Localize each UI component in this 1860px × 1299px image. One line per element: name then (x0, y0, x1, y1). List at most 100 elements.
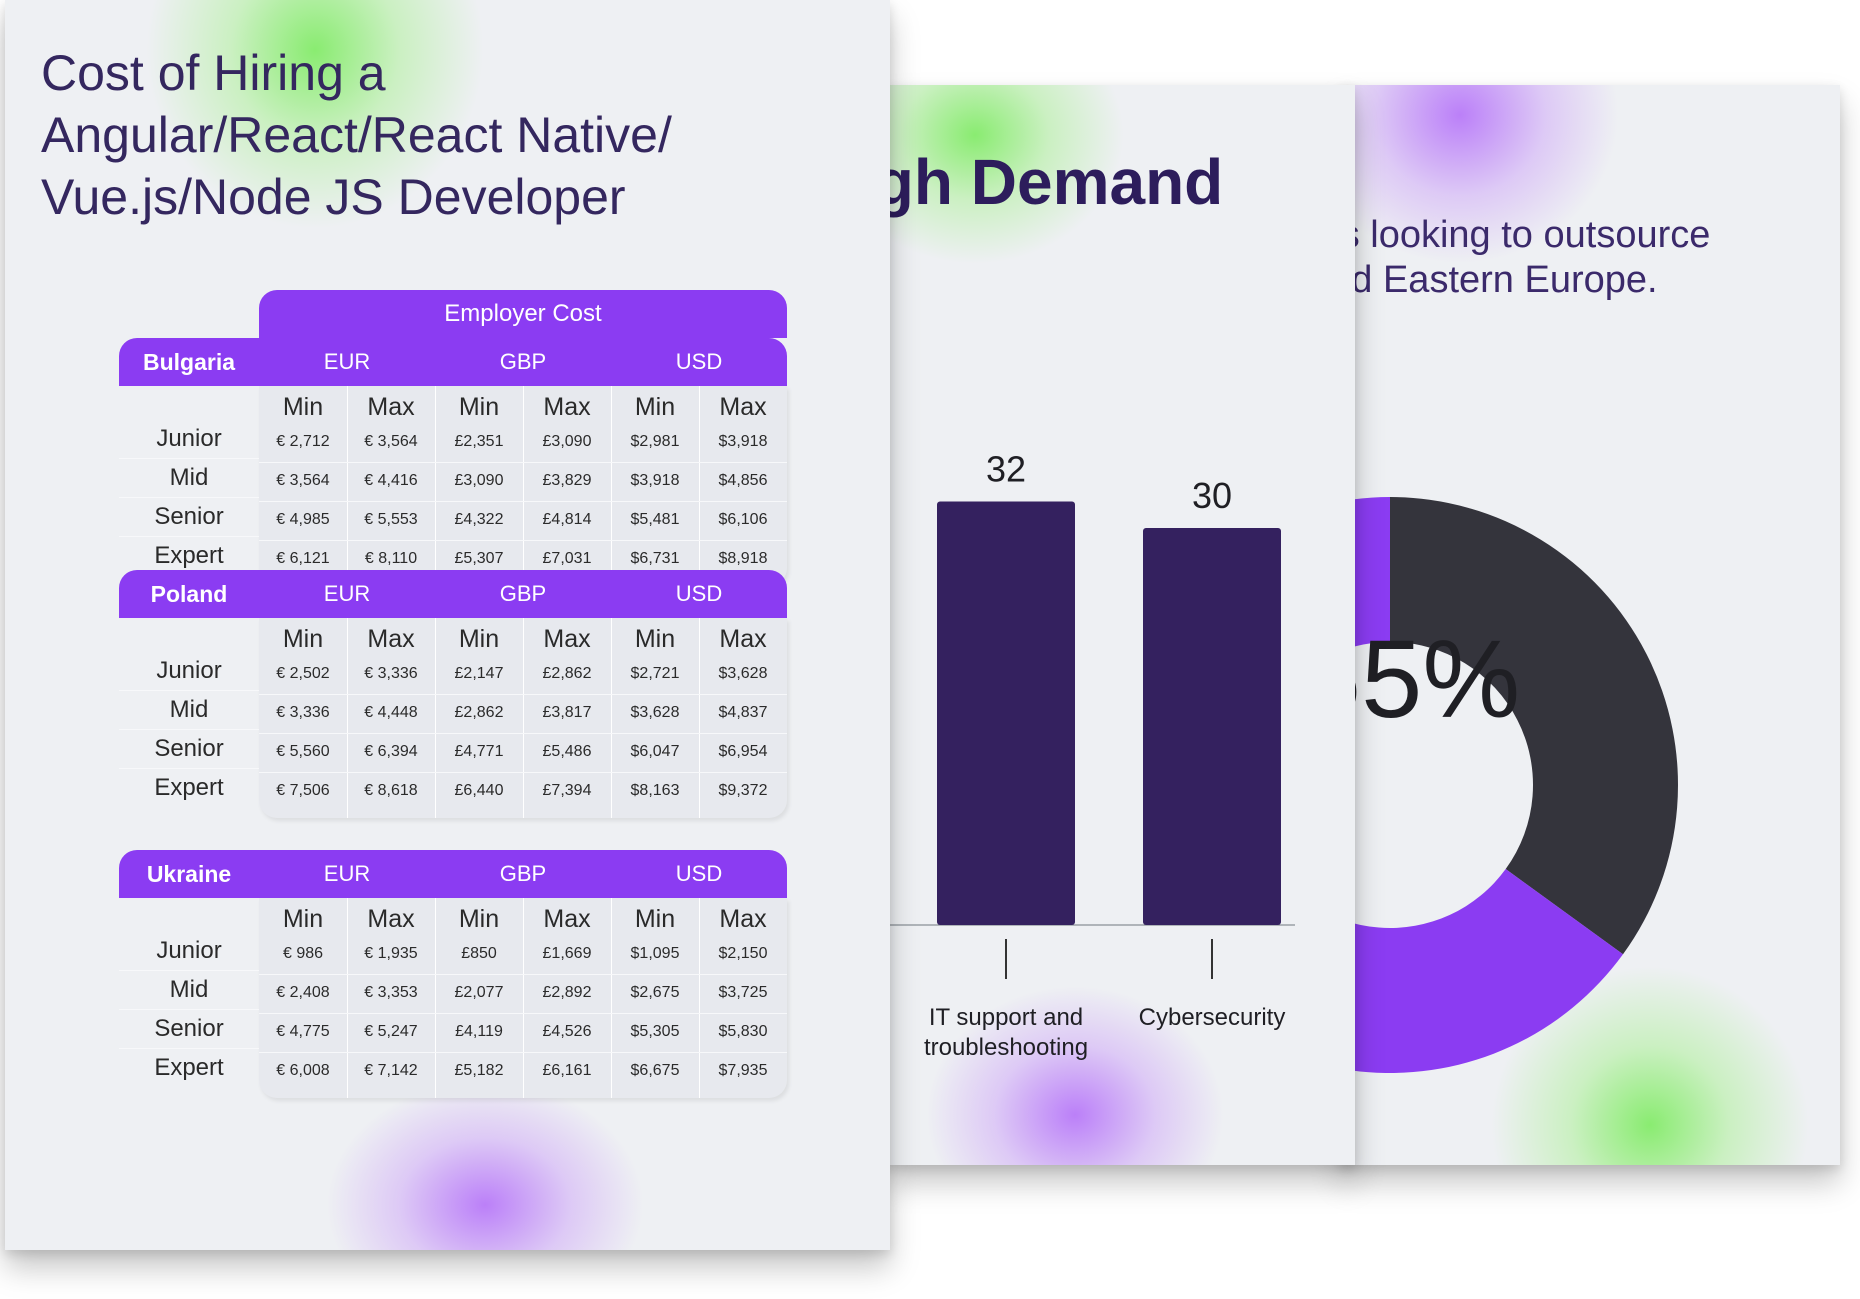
min-max-header: Max (719, 905, 767, 933)
country-header-row: Bulgaria EUR GBP USD (119, 338, 787, 386)
table-cell: € 5,560 (276, 743, 330, 760)
table-cell: € 4,416 (364, 472, 418, 489)
level-label: Senior (154, 503, 224, 530)
column-divider (347, 618, 348, 818)
page-hiring-cost: Cost of Hiring a Angular/React/React Nat… (5, 0, 890, 1250)
donut-chart (1340, 497, 1678, 1073)
subtitle-line-2: l and Eastern Europe. (1340, 259, 1658, 301)
row-divider (259, 1013, 787, 1014)
bar-value-label: 32 (986, 448, 1026, 489)
currency-header: GBP (499, 349, 547, 374)
row-divider (119, 1048, 259, 1049)
table-cell: $4,856 (718, 472, 768, 489)
table-cell: £2,862 (542, 665, 592, 682)
table-cell: $2,150 (718, 945, 768, 962)
subtitle-line-1: nies looking to outsource (1340, 214, 1711, 256)
table-cell: € 3,564 (276, 472, 330, 489)
row-divider (119, 729, 259, 730)
bar-chart: 32 IT support and troubleshooting 30 Cyberse… (885, 448, 1295, 1061)
currency-header: USD (675, 861, 723, 886)
table-cell: £3,829 (542, 472, 592, 489)
table-cell: € 3,336 (364, 665, 418, 682)
min-max-header: Max (367, 905, 415, 933)
table-body: Min Max Min Max Min Max € 986 € 1,935 £850 £1,669… (259, 898, 787, 1098)
column-divider (611, 898, 612, 1098)
min-max-header: Min (458, 393, 500, 421)
page-title: Cost of Hiring a Angular/React/React Nat… (41, 42, 861, 228)
column-divider (611, 618, 612, 818)
table-cell: $3,918 (718, 433, 768, 450)
column-divider (523, 386, 524, 586)
column-divider (435, 618, 436, 818)
table-cell: € 6,394 (364, 743, 418, 760)
row-divider (119, 690, 259, 691)
table-cell: $8,918 (718, 550, 768, 567)
table-cell: € 5,247 (364, 1023, 418, 1040)
table-cell: £3,090 (542, 433, 592, 450)
table-cell: £6,440 (454, 782, 504, 799)
table-cell: € 7,142 (364, 1062, 418, 1079)
table-cell: $1,095 (630, 945, 680, 962)
cost-table-0: Employer Cost Bulgaria EUR GBP USD Min Max Min M… (119, 290, 787, 586)
table-cell: € 8,110 (364, 550, 418, 567)
column-divider (611, 386, 612, 586)
table-cell: £4,814 (542, 511, 592, 528)
row-divider (259, 974, 787, 975)
table-body: Min Max Min Max Min Max € 2,712 € 3,564 £2,351 £3… (259, 386, 787, 586)
x-tick-label: troubleshooting (924, 1034, 1088, 1061)
donut-slice-0 (1390, 497, 1678, 955)
table-cell: $9,372 (718, 782, 768, 799)
currency-header: GBP (499, 581, 547, 606)
table-cell: $4,837 (718, 704, 768, 721)
row-divider (119, 458, 259, 459)
level-label: Mid (169, 464, 209, 491)
chart-title: igh Demand (885, 146, 1224, 218)
donut-center-label: 65% (1340, 618, 1521, 741)
table-cell: € 5,553 (364, 511, 418, 528)
page-outsourcing-stats: nies looking to outsource l and Eastern … (1340, 85, 1840, 1165)
x-tick-label: IT support and (929, 1004, 1083, 1031)
x-tick-label: Cybersecurity (1139, 1004, 1286, 1031)
level-label: Expert (154, 1054, 224, 1081)
row-divider (119, 1009, 259, 1010)
title-line-2: Angular/React/React Native/ (41, 107, 672, 163)
table-cell: € 2,712 (276, 433, 330, 450)
table-cell: $8,163 (630, 782, 680, 799)
min-max-header: Max (367, 393, 415, 421)
row-divider (259, 540, 787, 541)
table-cell: £2,892 (542, 984, 592, 1001)
currency-header: EUR (323, 581, 371, 606)
row-divider (259, 1052, 787, 1053)
table-cell: £2,147 (454, 665, 504, 682)
donut-slice-1 (1340, 497, 1623, 1073)
min-max-header: Min (634, 393, 676, 421)
level-label: Junior (156, 937, 222, 964)
table-cell: $3,725 (718, 984, 768, 1001)
outsourcing-subtitle: nies looking to outsource l and Eastern … (1340, 213, 1840, 303)
table-cell: £2,077 (454, 984, 504, 1001)
country-label: Ukraine (146, 861, 232, 887)
cost-table-2: Ukraine EUR GBP USD Min Max Min Max Min Max € 986 €… (119, 850, 787, 1110)
table-cell: £5,307 (454, 550, 504, 567)
table-cell: $2,675 (630, 984, 680, 1001)
min-max-header: Max (543, 393, 591, 421)
table-cell: € 1,935 (364, 945, 418, 962)
row-divider (119, 768, 259, 769)
min-max-header: Min (634, 625, 676, 653)
table-cell: £4,526 (542, 1023, 592, 1040)
title-line-3: Vue.js/Node JS Developer (41, 169, 626, 225)
page-high-demand: igh Demand 32 IT support and troubleshooti… (885, 85, 1355, 1165)
table-cell: $6,731 (630, 550, 680, 567)
min-max-header: Min (282, 625, 324, 653)
currency-header: GBP (499, 861, 547, 886)
table-cell: £2,862 (454, 704, 504, 721)
table-cell: £1,669 (542, 945, 592, 962)
level-label: Junior (156, 657, 222, 684)
min-max-header: Max (719, 393, 767, 421)
country-header-row: Ukraine EUR GBP USD (119, 850, 787, 898)
min-max-header: Min (634, 905, 676, 933)
table-cell: £5,182 (454, 1062, 504, 1079)
table-cell: € 986 (282, 945, 324, 962)
column-divider (435, 898, 436, 1098)
currency-header: EUR (323, 861, 371, 886)
